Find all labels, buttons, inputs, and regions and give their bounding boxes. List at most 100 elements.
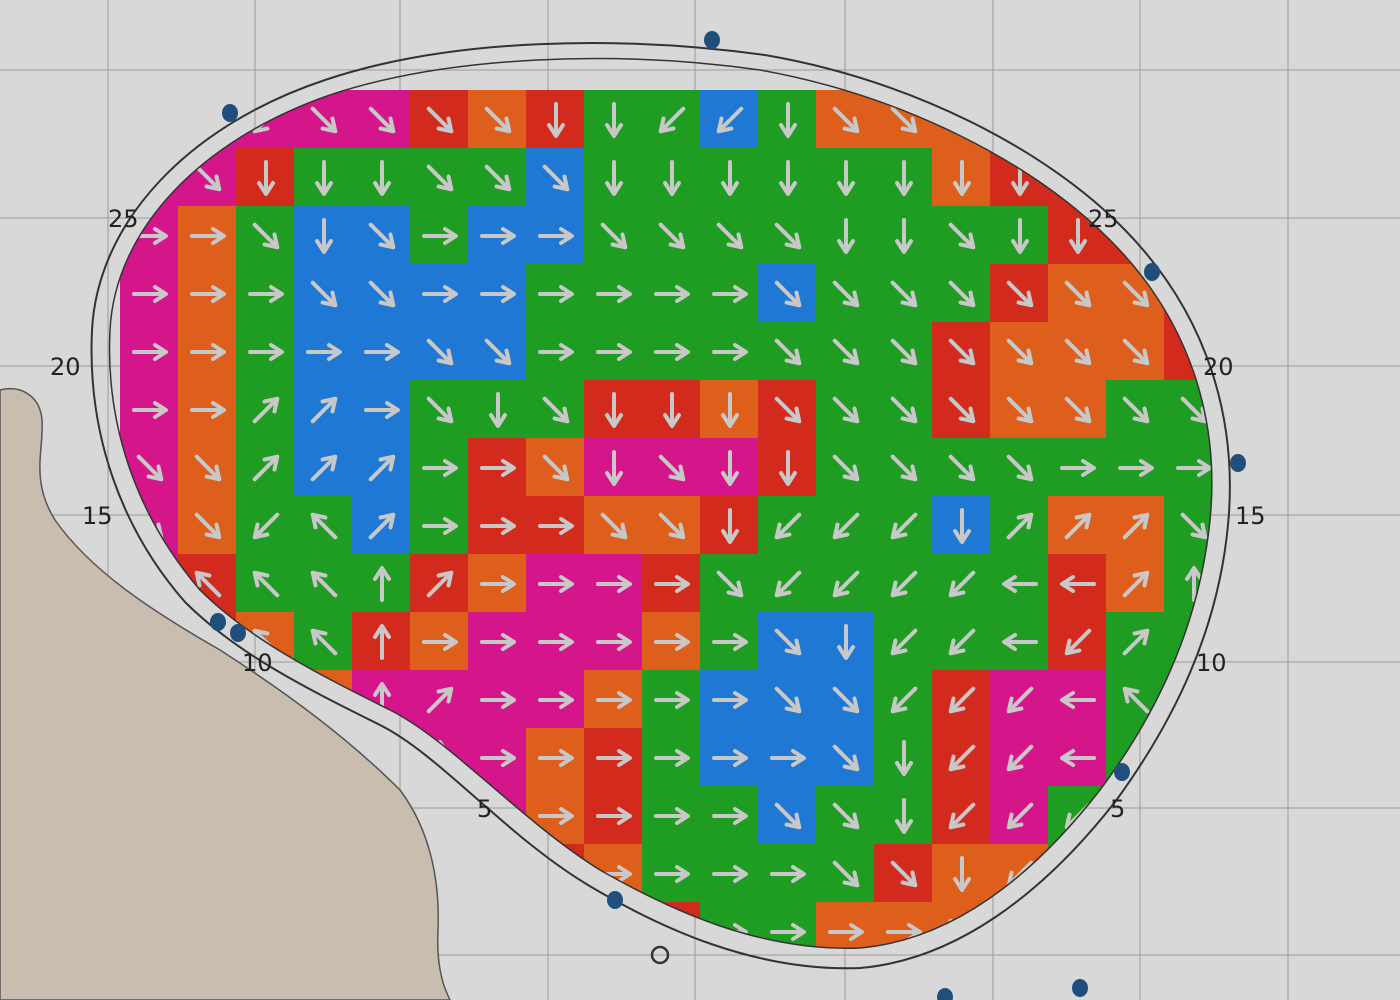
vector-arrow — [1064, 338, 1092, 366]
vector-arrow — [779, 160, 797, 196]
vector-arrow — [890, 280, 918, 308]
vector-arrow — [364, 401, 400, 419]
vector-arrow — [310, 628, 338, 656]
vector-arrow — [368, 106, 396, 134]
vector-arrow — [542, 164, 570, 192]
vector-arrow — [538, 343, 574, 361]
vector-arrow — [547, 102, 565, 138]
region-outline-inner — [108, 57, 1213, 949]
vector-arrow — [721, 450, 739, 486]
heat-cell — [990, 90, 1050, 150]
vector-arrow — [484, 338, 512, 366]
heat-cell — [1164, 786, 1212, 846]
vector-arrow — [1060, 749, 1096, 767]
vector-arrow — [1006, 280, 1034, 308]
vector-arrow — [948, 338, 976, 366]
vector-arrow — [1002, 575, 1038, 593]
vector-arrow — [596, 691, 632, 709]
tick-right-25: 25 — [1088, 205, 1119, 233]
station-dot — [210, 613, 226, 631]
vector-arrow — [890, 512, 918, 540]
station-dot — [1144, 263, 1160, 281]
vector-arrow — [373, 624, 391, 660]
heat-cell — [1048, 148, 1108, 208]
heat-cell — [1164, 728, 1212, 788]
vector-arrow — [1180, 802, 1208, 830]
vector-arrow — [480, 923, 516, 941]
heat-cell — [932, 90, 992, 150]
vector-arrow — [542, 396, 570, 424]
vector-arrow — [953, 856, 971, 892]
vector-arrow — [721, 392, 739, 428]
vector-arrow — [596, 575, 632, 593]
vector-arrow — [890, 686, 918, 714]
vector-arrow — [422, 517, 458, 535]
vector-arrow — [712, 749, 748, 767]
vector-arrow — [890, 570, 918, 598]
heat-cell — [1164, 148, 1212, 208]
vector-arrow — [1006, 338, 1034, 366]
vector-arrow — [774, 628, 802, 656]
heat-cell — [1048, 902, 1108, 949]
station-dot — [1072, 979, 1088, 997]
heat-cell — [1164, 844, 1212, 904]
vector-arrow — [600, 222, 628, 250]
vector-arrow — [1127, 102, 1145, 138]
vector-arrow — [774, 338, 802, 366]
vector-arrow — [1006, 802, 1034, 830]
vector-arrow — [596, 285, 632, 303]
tick-left-15: 15 — [82, 502, 113, 530]
vector-arrow — [1064, 280, 1092, 308]
vector-arrow — [538, 749, 574, 767]
vector-arrow — [837, 218, 855, 254]
vector-arrow — [828, 923, 864, 941]
vector-arrow — [190, 285, 226, 303]
heat-cell — [526, 844, 586, 904]
axis-ticks: 25 20 15 10 5 25 20 15 10 5 — [50, 205, 1266, 823]
tick-left-25: 25 — [108, 205, 139, 233]
vector-arrow — [132, 285, 168, 303]
vector-arrow — [890, 338, 918, 366]
vector-arrow — [538, 923, 574, 941]
vector-arrow — [422, 227, 458, 245]
vector-arrow — [306, 343, 342, 361]
vector-arrow — [484, 106, 512, 134]
heat-cell — [990, 902, 1050, 949]
vector-arrow — [538, 285, 574, 303]
vector-arrow — [1011, 914, 1029, 949]
vector-arrow — [770, 923, 806, 941]
vector-arrow — [716, 106, 744, 134]
vector-arrow — [1006, 106, 1034, 134]
vector-arrow — [132, 343, 168, 361]
station-dot — [1230, 454, 1246, 472]
vector-arrow — [721, 160, 739, 196]
vector-arrow — [1122, 338, 1150, 366]
station-dot — [230, 624, 246, 642]
vector-arrow — [774, 396, 802, 424]
heat-cell — [410, 728, 470, 788]
vector-arrow — [1011, 218, 1029, 254]
vector-arrow — [1060, 575, 1096, 593]
vector-arrow — [890, 860, 918, 888]
vector-arrow — [832, 396, 860, 424]
tick-right-20: 20 — [1203, 353, 1234, 381]
heat-cell — [1106, 148, 1166, 208]
vector-arrow — [948, 570, 976, 598]
vector-arrow — [948, 686, 976, 714]
heat-cell — [468, 844, 528, 904]
vector-arrow — [605, 392, 623, 428]
vector-arrow — [248, 285, 284, 303]
vector-arrow — [1006, 512, 1034, 540]
vector-arrow — [252, 512, 280, 540]
vector-arrow — [712, 343, 748, 361]
vector-arrow — [538, 691, 574, 709]
vector-arrow — [596, 343, 632, 361]
vector-arrow — [190, 401, 226, 419]
heat-cell — [120, 496, 180, 556]
vector-arrow — [480, 749, 516, 767]
station-dot — [1114, 763, 1130, 781]
vector-arrow — [422, 285, 458, 303]
vector-arrow — [1064, 512, 1092, 540]
vector-arrow — [426, 570, 454, 598]
vector-arrow — [832, 106, 860, 134]
